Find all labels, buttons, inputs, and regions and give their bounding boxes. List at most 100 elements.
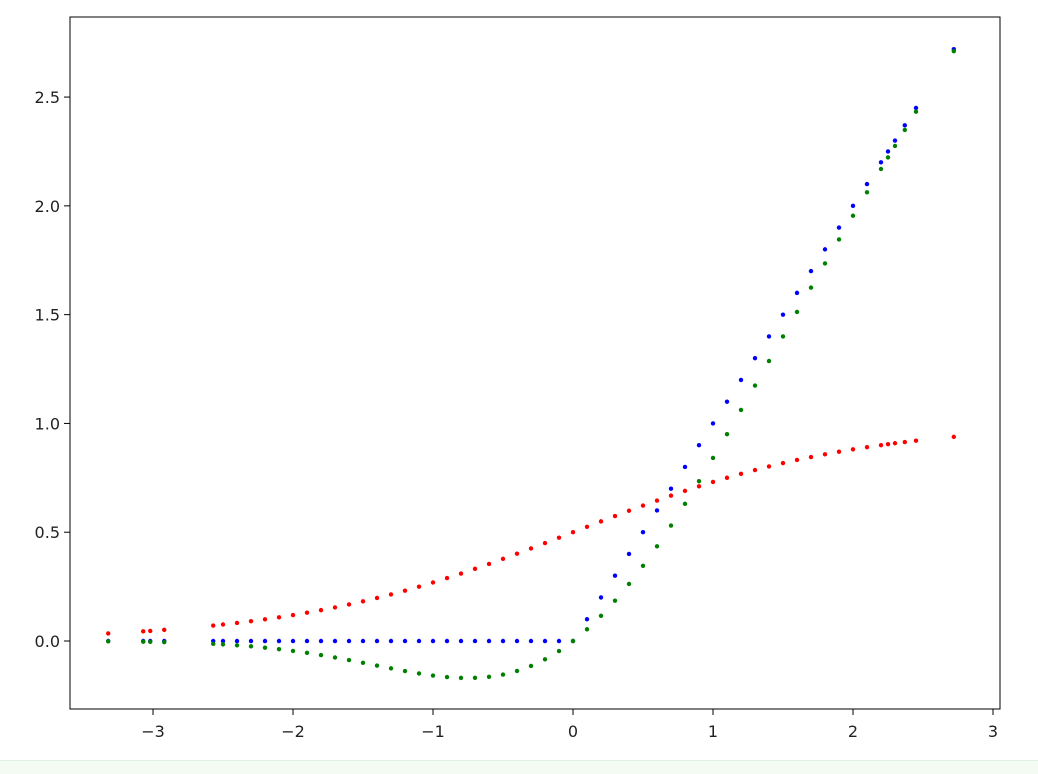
point <box>500 672 506 677</box>
point <box>913 109 919 114</box>
point <box>162 639 167 645</box>
point <box>766 358 772 364</box>
point <box>458 571 464 576</box>
point <box>360 599 366 604</box>
point <box>360 660 366 666</box>
point <box>836 225 842 230</box>
point <box>951 434 957 440</box>
point <box>654 544 660 549</box>
point <box>234 643 240 648</box>
point <box>416 638 422 644</box>
point <box>640 530 646 535</box>
point <box>290 612 296 618</box>
point <box>318 638 324 644</box>
point <box>878 442 884 448</box>
point <box>472 566 478 572</box>
point <box>878 160 884 165</box>
y-tick-label: 2.5 <box>35 88 60 107</box>
point <box>612 598 618 603</box>
point <box>346 602 352 607</box>
point <box>836 449 842 454</box>
point <box>822 261 828 266</box>
point <box>640 503 646 508</box>
point <box>332 655 338 660</box>
point <box>528 663 534 669</box>
point <box>556 638 562 644</box>
y-tick-label: 1.0 <box>35 414 60 433</box>
point <box>864 181 870 187</box>
point <box>654 508 660 513</box>
x-tick-label: −1 <box>421 722 445 741</box>
point <box>710 479 716 485</box>
point <box>486 638 492 644</box>
point <box>500 638 506 644</box>
point <box>808 454 814 460</box>
point <box>402 638 408 644</box>
point <box>626 581 632 587</box>
point <box>710 455 716 461</box>
x-tick-label: 1 <box>708 722 718 741</box>
point <box>724 475 730 480</box>
point <box>332 638 338 644</box>
point <box>374 638 380 644</box>
point <box>304 638 310 644</box>
point <box>444 638 450 644</box>
point <box>766 334 772 339</box>
point <box>332 605 338 610</box>
point <box>220 642 226 647</box>
point <box>556 535 562 540</box>
point <box>598 595 604 600</box>
point <box>500 556 506 562</box>
point <box>850 213 856 218</box>
point <box>892 138 898 143</box>
point <box>220 622 226 627</box>
point <box>388 666 394 671</box>
point <box>724 399 730 404</box>
point <box>374 663 380 668</box>
x-tick-label: 3 <box>988 722 998 741</box>
point <box>668 523 674 528</box>
point <box>276 638 282 644</box>
point <box>416 584 422 589</box>
point <box>752 467 758 473</box>
point <box>738 407 744 413</box>
point <box>290 638 296 644</box>
point <box>738 471 744 477</box>
point <box>892 441 898 446</box>
point <box>584 627 590 632</box>
point <box>885 155 891 160</box>
point <box>696 442 702 448</box>
point <box>388 638 394 644</box>
point <box>444 575 450 581</box>
point <box>346 638 352 644</box>
point <box>570 638 576 644</box>
point <box>808 285 814 290</box>
point <box>360 638 366 644</box>
point <box>902 127 908 133</box>
point <box>892 143 898 149</box>
point <box>885 149 891 154</box>
point <box>486 674 492 680</box>
point <box>794 309 800 315</box>
point <box>885 441 891 447</box>
point <box>141 639 146 644</box>
point <box>528 638 534 644</box>
point <box>780 460 786 466</box>
point <box>902 123 908 128</box>
point <box>472 638 478 644</box>
point <box>430 638 436 644</box>
point <box>304 610 310 615</box>
point <box>626 551 632 557</box>
point <box>472 675 478 681</box>
point <box>682 501 688 507</box>
point <box>106 631 111 636</box>
point <box>724 431 730 437</box>
point <box>542 638 548 644</box>
point <box>141 629 146 634</box>
point <box>262 638 268 644</box>
point <box>211 641 216 647</box>
point <box>514 638 520 644</box>
point <box>514 551 520 556</box>
